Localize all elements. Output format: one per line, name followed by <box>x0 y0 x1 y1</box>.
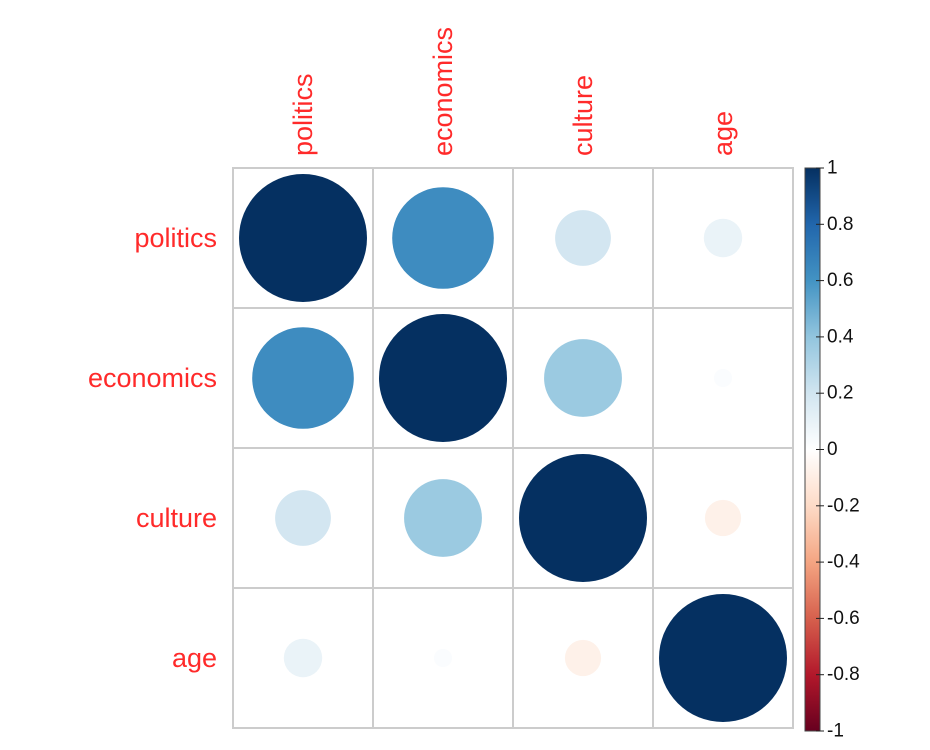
corr-circle-culture-culture <box>519 454 647 582</box>
corr-circle-culture-politics <box>275 490 331 546</box>
corr-circle-age-age <box>659 594 787 722</box>
colorbar-tick-label: 0.8 <box>827 214 853 235</box>
corr-circle-culture-economics <box>404 479 482 557</box>
corr-circle-age-politics <box>283 638 323 678</box>
colorbar-tick-label: -0.4 <box>827 552 860 573</box>
corr-circle-economics-age <box>713 368 733 388</box>
corr-circle-economics-economics <box>379 314 507 442</box>
colorbar-tick-label: -0.6 <box>827 608 860 629</box>
circle-layer <box>239 174 787 722</box>
colorbar-tick-label: 0.6 <box>827 270 853 291</box>
corr-circle-culture-age <box>704 499 742 537</box>
corr-circle-age-culture <box>564 639 602 677</box>
colorbar-tick-label: 0.4 <box>827 326 854 347</box>
colorbar-tick-label: -0.8 <box>827 664 860 685</box>
col-label-culture: culture <box>568 75 598 156</box>
corr-circle-age-economics <box>433 648 453 668</box>
row-label-politics: politics <box>134 223 217 253</box>
col-label-politics: politics <box>288 73 318 156</box>
row-label-culture: culture <box>136 503 217 533</box>
label-layer: politics economics culture age politics econo… <box>88 27 738 673</box>
corr-circle-politics-age <box>703 218 743 258</box>
row-label-economics: economics <box>88 363 217 393</box>
colorbar: 1 0.8 0.6 0.4 0.2 0 -0.2 -0.4 -0.6 -0.8 -1 <box>804 158 860 742</box>
corr-circle-economics-culture <box>544 339 622 417</box>
colorbar-tick-label: -1 <box>827 721 844 742</box>
colorbar-tick-label: 0 <box>827 439 838 460</box>
corr-circle-politics-politics <box>239 174 367 302</box>
row-label-age: age <box>172 643 217 673</box>
col-label-economics: economics <box>428 27 458 156</box>
corr-circle-economics-politics <box>252 327 354 429</box>
corr-circle-politics-economics <box>392 187 494 289</box>
colorbar-tick-label: 0.2 <box>827 383 853 404</box>
col-label-age: age <box>708 111 738 156</box>
corr-circle-politics-culture <box>555 210 611 266</box>
colorbar-tick-label: -0.2 <box>827 495 860 516</box>
colorbar-tick-label: 1 <box>827 158 838 179</box>
